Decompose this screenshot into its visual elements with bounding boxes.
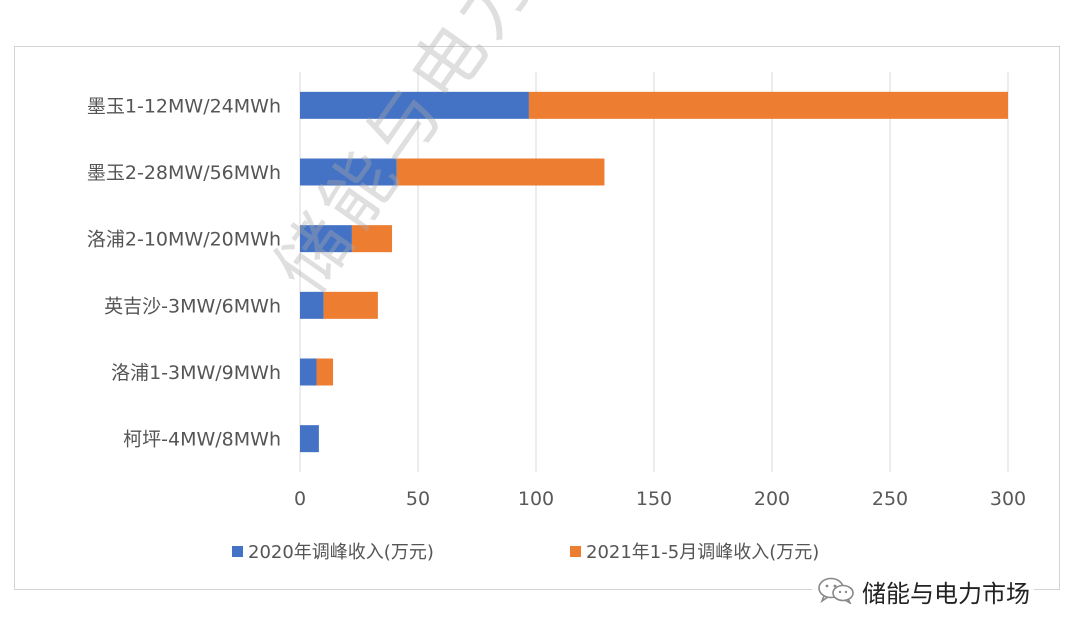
category-label: 墨玉2-28MW/56MWh [87, 162, 281, 184]
bar-segment [396, 158, 605, 186]
bar-segment [300, 425, 319, 453]
x-tick-label: 250 [872, 488, 908, 510]
category-label: 洛浦2-10MW/20MWh [87, 229, 281, 251]
bar-segment [528, 91, 1008, 119]
bar-segment [316, 358, 334, 386]
x-tick-label: 200 [754, 488, 790, 510]
category-labels: 墨玉1-12MW/24MWh 墨玉2-28MW/56MWh 洛浦2-10MW/20M… [87, 95, 281, 450]
bar-segment [323, 291, 378, 319]
legend: 2020年调峰收入(万元) 2021年1-5月调峰收入(万元) [232, 542, 819, 563]
grid-lines [299, 72, 1009, 472]
chart-frame [14, 46, 1060, 590]
x-tick-label: 100 [518, 488, 554, 510]
bar-segment [300, 358, 317, 386]
bar-segment [300, 91, 529, 119]
category-label: 墨玉1-12MW/24MWh [87, 95, 281, 117]
x-tick-labels: 0 50 100 150 200 250 300 [294, 488, 1026, 510]
legend-swatch [232, 546, 243, 557]
x-tick-label: 0 [294, 488, 306, 510]
bar-segment [300, 291, 324, 319]
x-tick-label: 50 [406, 488, 430, 510]
bar-segment [300, 158, 397, 186]
brand-name: 储能与电力市场 [862, 580, 1030, 608]
legend-label: 2021年1-5月调峰收入(万元) [586, 542, 819, 563]
legend-swatch [570, 546, 581, 557]
bar-segment [300, 225, 352, 253]
category-label: 柯坪-4MW/8MWh [123, 429, 281, 451]
brand-badge[interactable]: 储能与电力市场 [812, 572, 1034, 611]
bar-segment [351, 225, 393, 253]
legend-label: 2020年调峰收入(万元) [248, 542, 434, 563]
category-label: 洛浦1-3MW/9MWh [111, 362, 281, 384]
category-label: 英吉沙-3MW/6MWh [104, 295, 281, 317]
x-tick-label: 150 [636, 488, 672, 510]
x-tick-label: 300 [990, 488, 1026, 510]
bars [300, 91, 1008, 453]
wechat-icon [816, 576, 856, 608]
